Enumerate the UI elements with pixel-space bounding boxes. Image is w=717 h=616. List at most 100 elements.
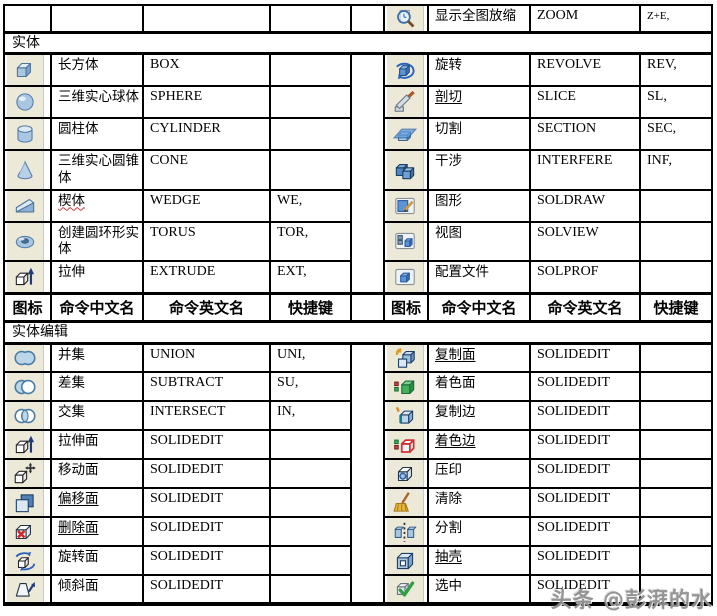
en-cell: SOLIDEDIT	[529, 516, 641, 548]
en-label: CYLINDER	[150, 120, 221, 136]
icon-cell	[383, 429, 429, 461]
icon-cell	[3, 342, 52, 374]
extrude-face-icon	[7, 432, 44, 458]
key-label: IN,	[277, 404, 296, 420]
cn-label: 剖切	[435, 88, 462, 105]
table-row: 拉伸 EXTRUDE EXT, 配置文件 SOLPROF	[3, 260, 713, 295]
en-label: TORUS	[150, 224, 196, 240]
icon-cell	[383, 220, 429, 263]
icon-cell	[383, 545, 429, 577]
en-label: SOLIDEDIT	[150, 433, 224, 449]
icon-cell	[3, 188, 52, 223]
en-cell: SOLIDEDIT	[529, 429, 641, 461]
header-label: 图标	[12, 298, 43, 317]
en-label: SOLIDEDIT	[150, 520, 224, 536]
icon-cell	[3, 574, 52, 607]
icon-cell	[3, 52, 52, 87]
header-label: 快捷键	[287, 298, 333, 317]
key-label: Z+E,	[647, 10, 670, 22]
key-cell	[269, 84, 352, 119]
cn-cell: 抽壳	[427, 545, 531, 577]
en-cell: TORUS	[142, 220, 271, 263]
key-cell: UNI,	[269, 342, 352, 374]
cn-cell: 倾斜面	[50, 574, 144, 607]
solview-icon	[387, 223, 424, 260]
en-cell: SOLIDEDIT	[142, 487, 271, 519]
icon-cell	[383, 116, 429, 151]
key-label: WE,	[277, 192, 303, 208]
en-cell: SUBTRACT	[142, 371, 271, 403]
gap-cell	[350, 343, 385, 373]
en-label: SOLIDEDIT	[537, 462, 611, 478]
cn-label: 清除	[435, 491, 462, 508]
cn-cell: 旋转	[427, 52, 531, 87]
key-label: SL,	[647, 88, 667, 104]
en-label: SOLIDEDIT	[150, 549, 224, 565]
cn-cell	[50, 4, 144, 33]
key-label: SEC,	[647, 120, 677, 136]
header-label: 图标	[390, 298, 421, 317]
cn-cell: 移动面	[50, 458, 144, 490]
cn-cell: 偏移面	[50, 487, 144, 519]
gap-cell	[350, 149, 385, 190]
table-row: 交集 INTERSECT IN, 复制边 SOLIDEDIT	[3, 400, 713, 432]
table-row: 并集 UNION UNI, 复制面 SOLIDEDIT	[3, 342, 713, 374]
gap-cell	[350, 517, 385, 547]
en-label: SOLIDEDIT	[150, 462, 224, 478]
key-cell: SEC,	[639, 116, 713, 151]
icon-cell	[383, 52, 429, 87]
cn-cell: 拉伸面	[50, 429, 144, 461]
en-label: SOLIDEDIT	[537, 491, 611, 507]
gap-cell	[350, 5, 385, 34]
cn-label: 长方体	[58, 57, 99, 74]
en-cell: SOLIDEDIT	[142, 458, 271, 490]
gap-cell	[350, 221, 385, 262]
key-cell: INF,	[639, 148, 713, 191]
table-row: 拉伸面 SOLIDEDIT 着色边 SOLIDEDIT	[3, 429, 713, 461]
imprint-icon	[387, 461, 424, 487]
en-cell: SOLIDEDIT	[529, 400, 641, 432]
gap-cell	[350, 401, 385, 431]
cn-label: 图形	[435, 192, 462, 209]
icon-cell	[3, 260, 52, 295]
cn-label: 抽壳	[435, 549, 462, 566]
col-header-key: 快捷键	[639, 291, 713, 323]
cn-label: 分割	[435, 520, 462, 537]
en-label: SOLIDEDIT	[537, 578, 611, 594]
cn-label: 压印	[435, 462, 462, 479]
gap-cell	[350, 189, 385, 222]
cn-label: 显示全图放缩	[435, 8, 516, 24]
cn-cell: 三维实心圆锥体	[50, 148, 144, 191]
table-row: 差集 SUBTRACT SU, 着色面 SOLIDEDIT	[3, 371, 713, 403]
table-row: 移动面 SOLIDEDIT 压印 SOLIDEDIT	[3, 458, 713, 490]
icon-cell	[383, 487, 429, 519]
gap-cell	[350, 430, 385, 460]
table-row: 创建圆环形实体 TORUS TOR, 视图 SOLVIEW	[3, 220, 713, 263]
key-cell	[269, 574, 352, 607]
delete-face-icon	[7, 519, 44, 545]
en-label: BOX	[150, 57, 180, 73]
table-row: 三维实心球体 SPHERE 剖切 SLICE SL,	[3, 84, 713, 119]
interfere-icon	[387, 151, 424, 188]
en-label: SLICE	[537, 88, 576, 104]
key-cell	[639, 458, 713, 490]
icon-cell	[383, 260, 429, 295]
cn-label: 差集	[58, 375, 85, 392]
cn-cell: 清除	[427, 487, 531, 519]
torus-icon	[7, 223, 44, 260]
cn-cell: 旋转面	[50, 545, 144, 577]
col-header-en: 命令英文名	[142, 291, 271, 323]
key-cell: SL,	[639, 84, 713, 119]
col-header-icon: 图标	[383, 291, 429, 323]
en-label: ZOOM	[537, 8, 579, 23]
key-cell	[269, 4, 352, 33]
command-table-body: 显示全图放缩 ZOOM Z+E, 实体 长方体 BOX 旋转 REVOLVE REV, 三维实心球…	[3, 4, 713, 607]
en-cell: SOLIDEDIT	[142, 429, 271, 461]
key-cell	[269, 487, 352, 519]
header-label: 命令中文名	[441, 298, 517, 317]
col-header-icon: 图标	[3, 291, 52, 323]
gap-cell	[350, 53, 385, 86]
section-label: 实体编辑	[12, 323, 68, 340]
cn-label: 视图	[435, 224, 462, 241]
en-cell: BOX	[142, 52, 271, 87]
